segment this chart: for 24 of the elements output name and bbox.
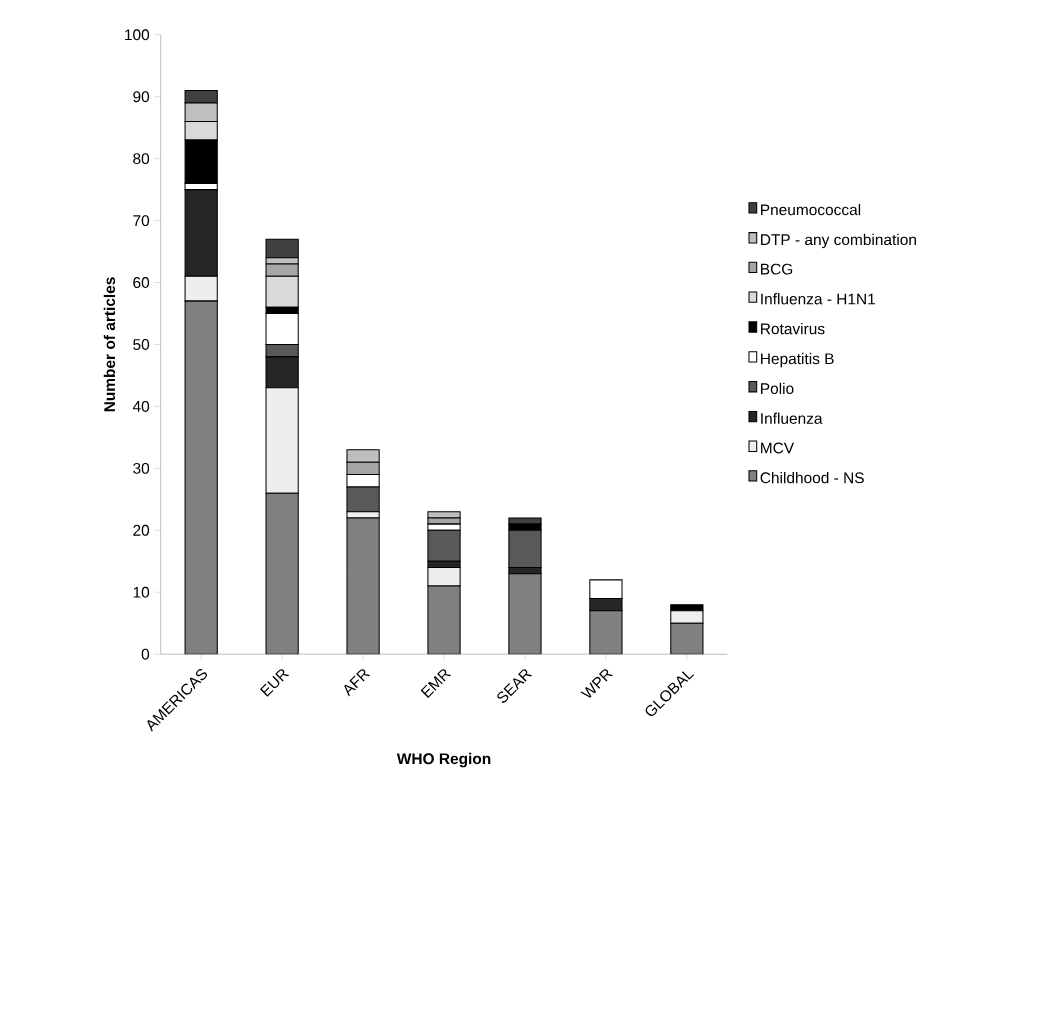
legend-label: Pneumococcal xyxy=(761,204,861,216)
legend-label: MCV xyxy=(761,442,795,454)
y-tick-label: 100 xyxy=(125,29,150,41)
legend-label: Childhood - NS xyxy=(760,472,864,484)
y-tick-label: 60 xyxy=(133,277,150,289)
y-tick-label: 20 xyxy=(133,525,150,536)
x-axis-title: WHO Region xyxy=(396,752,491,768)
y-tick-label: 80 xyxy=(133,153,150,165)
legend-label: Rotavirus xyxy=(761,323,825,335)
legend-label: Influenza xyxy=(761,412,823,425)
y-tick-label: 10 xyxy=(133,586,150,598)
y-tick-label: 40 xyxy=(132,401,150,413)
y-tick-label: 0 xyxy=(141,648,150,660)
legend-label: BCG xyxy=(761,263,793,275)
bar xyxy=(265,238,299,259)
y-tick-label: 30 xyxy=(133,463,150,474)
legend-label: Polio xyxy=(761,382,794,395)
y-tick-label: 90 xyxy=(133,91,150,103)
legend-label: Influenza - H1N1 xyxy=(761,293,875,305)
y-tick-label: 50 xyxy=(133,339,150,351)
legend-label: Hepatitis B xyxy=(761,353,834,368)
y-axis-title: Number of articles xyxy=(103,277,116,412)
legend-label: DTP - any combination xyxy=(761,233,916,249)
y-tick-label: 70 xyxy=(133,215,150,227)
